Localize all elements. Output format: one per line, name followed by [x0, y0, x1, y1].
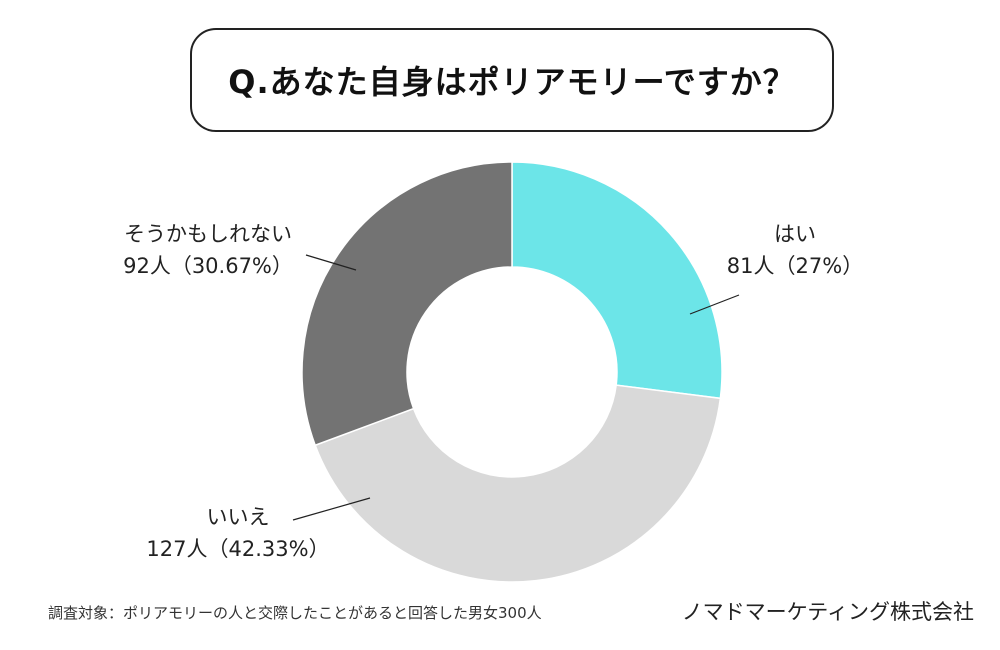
donut-slice-no [314, 384, 722, 583]
question-title: Q.あなた自身はポリアモリーですか？ [228, 63, 796, 101]
slice-value-maybe: 92人（30.67%） [123, 254, 293, 278]
donut-slice-maybe [301, 161, 513, 447]
company-name: ノマドマーケティング株式会社 [681, 600, 974, 624]
slice-value-no: 127人（42.33%） [146, 537, 329, 561]
leader-line-yes [689, 294, 740, 315]
leader-line-no [292, 497, 371, 521]
leader-line-maybe [305, 254, 357, 271]
question-box: Q.あなた自身はポリアモリーですか？ [190, 28, 834, 132]
slice-value-yes: 81人（27%） [727, 254, 863, 278]
slice-label-no: いいえ [207, 505, 270, 529]
slice-label-yes: はい [774, 222, 816, 246]
survey-footnote: 調査対象：ポリアモリーの人と交際したことがあると回答した男女300人 [48, 604, 542, 622]
slice-label-maybe: そうかもしれない [124, 222, 292, 246]
donut-slice-yes [511, 161, 723, 400]
donut-slices [301, 161, 723, 583]
